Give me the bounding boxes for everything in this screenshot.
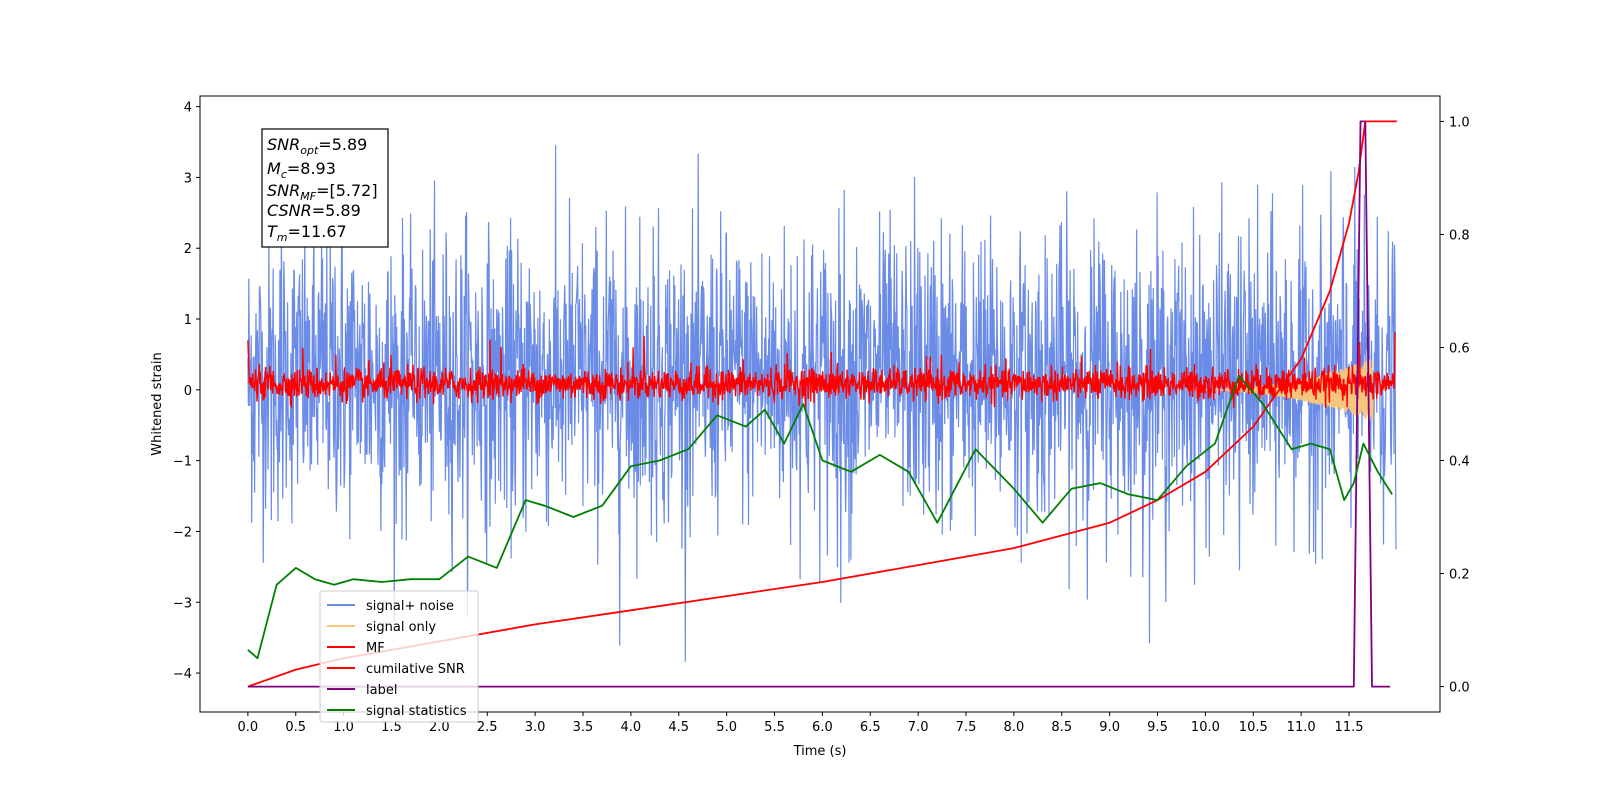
x-tick-label: 4.5 <box>668 720 689 735</box>
x-tick-label: 7.5 <box>956 720 977 735</box>
annotation-snr-mf: SNRMF=[5.72] <box>267 181 378 203</box>
x-tick-label: 9.5 <box>1147 720 1168 735</box>
x-tick-label: 6.0 <box>812 720 833 735</box>
y-tick-label-left: 2 <box>184 242 192 257</box>
y-axis-right: 1.0 0.8 0.6 0.4 0.2 0.0 <box>1440 115 1470 696</box>
y-tick-label-left: −4 <box>173 667 192 682</box>
annotation-csnr: CSNR=5.89 <box>267 201 361 220</box>
annotation-mc: Mc=8.93 <box>267 159 336 181</box>
series-mf <box>247 332 1396 409</box>
x-tick-label: 0.5 <box>285 720 306 735</box>
x-tick-label: 5.5 <box>764 720 785 735</box>
x-tick-label: 2.0 <box>429 720 450 735</box>
y-tick-label-right: 0.2 <box>1449 568 1470 583</box>
legend-label-mf: MF <box>366 641 385 656</box>
annotation-tm: Tm=11.67 <box>267 222 347 244</box>
x-tick-label: 1.5 <box>381 720 402 735</box>
plot-frame <box>199 95 1441 713</box>
y-tick-label-right: 0.6 <box>1449 341 1470 356</box>
x-tick-label: 0.0 <box>238 720 259 735</box>
annotation-box: SNRopt=5.89 Mc=8.93 SNRMF=[5.72] CSNR=5.… <box>261 128 389 248</box>
x-tick-label: 2.5 <box>477 720 498 735</box>
x-tick-label: 9.0 <box>1099 720 1120 735</box>
legend-label-cumilative-snr: cumilative SNR <box>366 662 465 677</box>
legend-label-signal-noise: signal+ noise <box>366 599 454 614</box>
x-axis-label: Time (s) <box>793 744 847 759</box>
y-tick-label-right: 0.4 <box>1449 455 1470 470</box>
x-tick-label: 5.0 <box>716 720 737 735</box>
x-tick-label: 1.0 <box>333 720 354 735</box>
x-tick-label: 8.5 <box>1051 720 1072 735</box>
y-tick-label-left: −2 <box>173 525 192 540</box>
legend-label-signal-only: signal only <box>366 620 436 635</box>
series-label <box>247 120 1391 688</box>
legend-frame <box>319 590 479 723</box>
x-tick-label: 7.0 <box>908 720 929 735</box>
annotation-snr-opt: SNRopt=5.89 <box>267 135 367 157</box>
x-tick-label: 10.0 <box>1191 720 1220 735</box>
x-tick-label: 6.5 <box>860 720 881 735</box>
y-tick-label-right: 1.0 <box>1449 115 1470 130</box>
legend: signal+ noise signal only MF cumilative SNR… <box>319 590 479 723</box>
y-axis-left: 4 3 2 1 0 −1 −2 −3 −4 <box>173 101 200 682</box>
legend-label-signal-statistics: signal statistics <box>366 704 467 719</box>
x-tick-label: 11.5 <box>1335 720 1364 735</box>
x-tick-label: 3.0 <box>525 720 546 735</box>
annotation-frame <box>261 128 389 248</box>
x-tick-label: 3.5 <box>573 720 594 735</box>
y-tick-label-right: 0.8 <box>1449 228 1470 243</box>
series-signal-noise <box>247 145 1397 662</box>
x-tick-label: 4.0 <box>621 720 642 735</box>
series-signal-statistics <box>247 374 1393 660</box>
x-tick-label: 11.0 <box>1287 720 1316 735</box>
y-tick-label-left: 4 <box>184 101 192 116</box>
x-tick-label: 8.0 <box>1004 720 1025 735</box>
x-axis: 0.0 0.5 1.0 1.5 2.0 2.5 3.0 3.5 4.0 4.5 5.0 5.5 6.0 6… <box>238 712 1364 735</box>
y-tick-label-left: 0 <box>184 384 192 399</box>
y-tick-label-left: −3 <box>173 596 192 611</box>
y-axis-label-left: Whitened strain <box>150 352 165 455</box>
y-tick-label-right: 0.0 <box>1449 681 1470 696</box>
x-tick-label: 10.5 <box>1239 720 1268 735</box>
legend-label-label: label <box>366 683 397 698</box>
y-tick-label-left: 1 <box>184 313 192 328</box>
y-tick-label-left: 3 <box>184 171 192 186</box>
y-tick-label-left: −1 <box>173 455 192 470</box>
